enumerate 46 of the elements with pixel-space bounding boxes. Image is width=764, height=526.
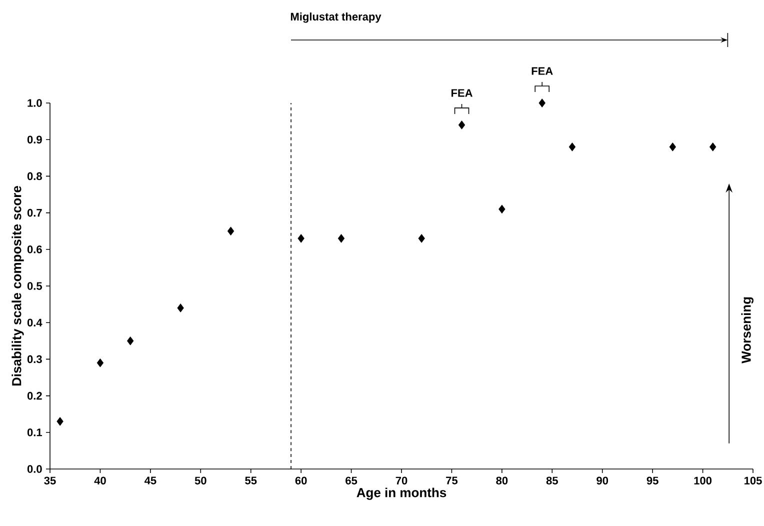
x-tick-label: 40 <box>94 476 106 484</box>
x-tick-label: 75 <box>446 476 458 484</box>
annotation: Worsening <box>741 297 754 364</box>
point <box>669 142 676 152</box>
x-tick-label: 50 <box>194 476 206 484</box>
x-tick-label: 60 <box>295 476 307 484</box>
point <box>298 234 304 243</box>
point <box>227 226 234 236</box>
y-tick-label: 0.3 <box>27 355 42 364</box>
point <box>96 358 104 368</box>
x-tick-label: 45 <box>144 476 156 484</box>
y-tick-label: 0.2 <box>27 392 42 400</box>
annotation: FEA <box>532 67 553 75</box>
y-tick-label: 0.8 <box>27 172 42 180</box>
x-tick-label: 105 <box>744 476 762 484</box>
point <box>568 142 576 152</box>
point <box>56 417 64 426</box>
ref-line-label: Miglustat therapy <box>290 12 382 23</box>
y-tick-label: 0.4 <box>27 318 42 326</box>
point <box>177 304 184 312</box>
x-tick-label: 90 <box>596 476 608 484</box>
x-tick-label: 65 <box>346 476 358 484</box>
x-tick-label: 35 <box>44 476 56 485</box>
x-axis-title: Age in months <box>356 488 446 500</box>
x-tick-label: 80 <box>496 476 508 484</box>
y-tick-label: 1.0 <box>28 99 42 107</box>
y-axis-title: Disability scale composite score <box>12 186 24 386</box>
y-tick-label: 0.5 <box>27 282 42 290</box>
y-tick-label: 0.0 <box>27 465 42 473</box>
x-tick-label: 95 <box>646 476 658 484</box>
y-tick-label: 0.9 <box>27 136 42 144</box>
x-tick-label: 100 <box>694 476 712 484</box>
y-tick-label: 0.1 <box>27 428 42 436</box>
annotation: FEA <box>451 89 472 97</box>
x-tick-label: 55 <box>245 476 257 484</box>
x-tick-label: 70 <box>396 476 408 484</box>
point <box>538 98 546 108</box>
point <box>338 234 345 243</box>
x-tick-label: 85 <box>546 476 558 484</box>
point <box>458 120 466 130</box>
point <box>709 142 716 152</box>
point <box>126 336 134 346</box>
point <box>498 204 506 214</box>
y-tick-label: 0.7 <box>27 208 42 217</box>
point <box>418 234 425 243</box>
y-tick-label: 0.6 <box>27 245 42 254</box>
